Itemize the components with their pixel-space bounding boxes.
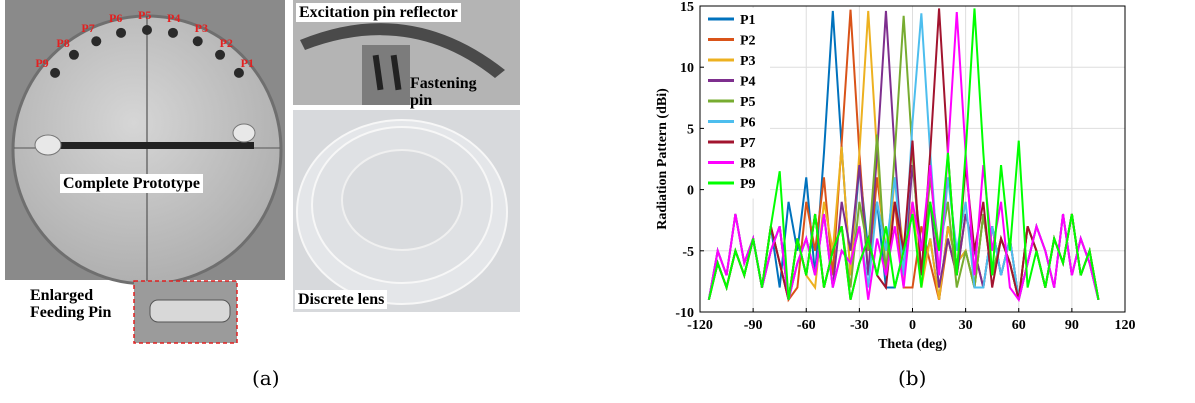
y-tick-label: 5 xyxy=(687,122,694,137)
x-tick-label: 60 xyxy=(1012,318,1026,333)
pin-label: P7 xyxy=(81,20,95,35)
chart: -10 -5 0 5 10 15 -120 -90 -60 -30 0 30 60 90 120 P1 P2 P3… xyxy=(655,0,1136,352)
legend-label: P7 xyxy=(740,136,756,151)
mount xyxy=(34,134,62,156)
y-tick-label: -10 xyxy=(675,306,694,321)
pin-holes xyxy=(50,25,244,78)
mount xyxy=(232,123,256,143)
pin-label: P1 xyxy=(240,55,254,70)
legend-label: P5 xyxy=(740,95,756,110)
label: Fastening pin xyxy=(410,75,477,109)
legend-label: P1 xyxy=(740,13,756,28)
pin xyxy=(372,54,384,91)
label: Complete Prototype xyxy=(60,174,203,193)
pin-hole xyxy=(116,27,127,38)
pin-label: P4 xyxy=(167,11,181,26)
pin-label: P2 xyxy=(219,35,233,50)
legend-label: P3 xyxy=(740,54,756,69)
legend-box xyxy=(704,8,770,199)
pin-label: P3 xyxy=(194,20,208,35)
feeding-pin xyxy=(149,299,231,323)
pin-hole xyxy=(192,36,203,47)
label: Enlarged Feeding Pin xyxy=(30,287,112,321)
photo-panel xyxy=(5,0,520,344)
y-tick-label: -5 xyxy=(682,245,694,260)
pin-hole xyxy=(50,67,61,78)
legend-label: P6 xyxy=(740,116,756,131)
x-tick-label: -60 xyxy=(797,318,816,333)
caption: (b) xyxy=(898,366,927,390)
legend-label: P2 xyxy=(740,34,756,49)
legend-label: P9 xyxy=(740,177,756,192)
x-tick-label: -90 xyxy=(744,318,763,333)
x-tick-label: 90 xyxy=(1065,318,1079,333)
pin-label: P5 xyxy=(138,8,152,22)
feed-bar xyxy=(42,142,254,149)
lens-ring xyxy=(341,149,463,251)
pin-label: P6 xyxy=(108,11,123,26)
x-tick-label: 30 xyxy=(959,318,973,333)
y-axis-label: Radiation Pattern (dBi) xyxy=(655,88,670,230)
label: Excitation pin reflector xyxy=(296,3,461,22)
x-axis-label: Theta (deg) xyxy=(878,337,947,352)
reflector xyxy=(300,23,505,78)
pin-hole xyxy=(233,67,244,78)
plot-frame xyxy=(699,5,1126,313)
caption: (a) xyxy=(252,366,280,390)
series-line xyxy=(707,12,1100,303)
pin xyxy=(390,54,402,91)
y-tick-label: 10 xyxy=(680,61,694,76)
y-tick-label: 0 xyxy=(687,184,694,199)
pin-label: P8 xyxy=(56,35,70,50)
x-tick-label: -30 xyxy=(850,318,869,333)
y-tick-label: 15 xyxy=(680,0,694,15)
legend-label: P8 xyxy=(740,157,756,172)
pin-hole xyxy=(142,25,152,35)
label: Discrete lens xyxy=(295,290,388,309)
x-tick-label: 120 xyxy=(1115,318,1136,333)
pin-hole xyxy=(91,36,102,47)
pin-photo xyxy=(362,45,410,105)
x-tick-label: 0 xyxy=(909,318,916,333)
series-line xyxy=(707,8,1100,300)
pin-label: P9 xyxy=(35,55,49,70)
pin-hole xyxy=(68,49,79,60)
pin-hole xyxy=(215,49,226,60)
legend-label: P4 xyxy=(740,75,756,90)
x-tick-label: -120 xyxy=(687,318,713,333)
pin-hole xyxy=(167,27,178,38)
